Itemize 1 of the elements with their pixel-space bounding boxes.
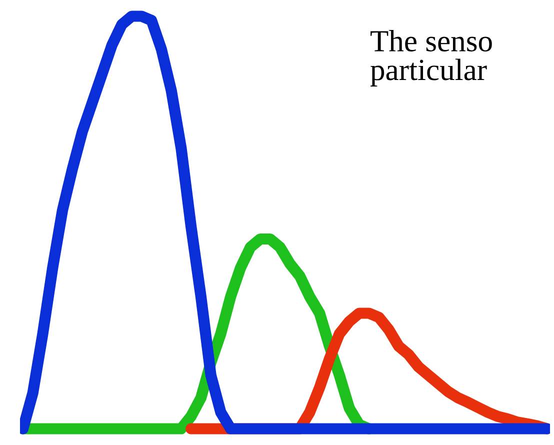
- annotation: The senso particular: [370, 30, 492, 86]
